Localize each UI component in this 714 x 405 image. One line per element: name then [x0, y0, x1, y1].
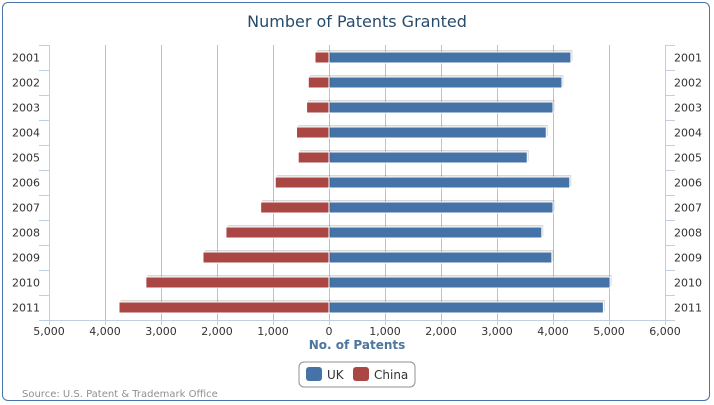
bar-china-2010	[145, 276, 330, 289]
y-tick-label-right: 2009	[674, 252, 702, 265]
y-tick-label-right: 2005	[674, 152, 702, 165]
y-tick-label-right: 2003	[674, 102, 702, 115]
bar-china-2003	[306, 101, 330, 114]
legend[interactable]: UK China	[298, 361, 416, 388]
x-tick-label: 5,000	[33, 325, 65, 338]
legend-label-uk: UK	[327, 368, 345, 382]
bar-uk-2003	[328, 101, 554, 114]
y-tick-label-left: 2007	[12, 202, 40, 215]
y-tick-label-right: 2002	[674, 77, 702, 90]
x-tick-label: 4,000	[537, 325, 569, 338]
y-tick-label-right: 2006	[674, 177, 702, 190]
y-tick-label-right: 2007	[674, 202, 702, 215]
bar-china-2001	[314, 51, 330, 64]
x-tick-label: 2,000	[425, 325, 457, 338]
x-tick-label: 3,000	[145, 325, 177, 338]
x-tick-label: 2,000	[201, 325, 233, 338]
y-tick-label-left: 2003	[12, 102, 40, 115]
legend-item-uk[interactable]: UK	[306, 367, 345, 382]
bar-china-2011	[118, 301, 330, 314]
bar-china-2005	[297, 151, 330, 164]
bar-uk-2009	[328, 251, 553, 264]
y-tick-label-right: 2004	[674, 127, 702, 140]
bar-uk-2008	[328, 226, 543, 239]
x-tick-label: 0	[326, 325, 333, 338]
bar-uk-2002	[328, 76, 563, 89]
y-tick-label-left: 2009	[12, 252, 40, 265]
y-tick-label-left: 2008	[12, 227, 40, 240]
bar-china-2002	[307, 76, 330, 89]
bar-uk-2010	[328, 276, 611, 289]
legend-label-china: China	[374, 368, 408, 382]
legend-item-china[interactable]: China	[353, 367, 408, 382]
bar-uk-2005	[328, 151, 528, 164]
bar-uk-2004	[328, 126, 547, 139]
bar-china-2007	[260, 201, 330, 214]
bar-uk-2011	[328, 301, 604, 314]
bar-uk-2007	[328, 201, 554, 214]
y-tick-label-left: 2004	[12, 127, 40, 140]
y-tick-label-left: 2001	[12, 52, 40, 65]
x-tick-label: 1,000	[369, 325, 401, 338]
plot-area: 5,000 4,000 3,000 2,000 1,000 0 1,000 2,000 3,00…	[12, 45, 702, 338]
legend-swatch-uk	[306, 367, 322, 381]
y-tick-label-left: 2011	[12, 302, 40, 315]
source-credit[interactable]: Source: U.S. Patent & Trademark Office	[22, 389, 218, 400]
y-tick-label-right: 2011	[674, 302, 702, 315]
bar-china-2004	[296, 126, 330, 139]
x-tick-label: 1,000	[257, 325, 289, 338]
y-tick-label-right: 2001	[674, 52, 702, 65]
bar-uk-2001	[328, 51, 572, 64]
bar-china-2008	[225, 226, 330, 239]
x-axis-title: No. of Patents	[309, 338, 406, 352]
y-tick-label-left: 2002	[12, 77, 40, 90]
y-tick-label-right: 2010	[674, 277, 702, 290]
chart-title: Number of Patents Granted	[247, 12, 467, 31]
y-tick-label-left: 2006	[12, 177, 40, 190]
bar-uk-2006	[328, 176, 571, 189]
bar-china-2006	[274, 176, 330, 189]
x-tick-label: 4,000	[89, 325, 121, 338]
y-tick-label-left: 2010	[12, 277, 40, 290]
bar-china-2009	[202, 251, 330, 264]
x-tick-label: 5,000	[593, 325, 625, 338]
legend-swatch-china	[353, 367, 369, 381]
y-tick-label-right: 2008	[674, 227, 702, 240]
x-tick-label: 3,000	[481, 325, 513, 338]
x-tick-label: 6,000	[649, 325, 681, 338]
y-tick-label-left: 2005	[12, 152, 40, 165]
